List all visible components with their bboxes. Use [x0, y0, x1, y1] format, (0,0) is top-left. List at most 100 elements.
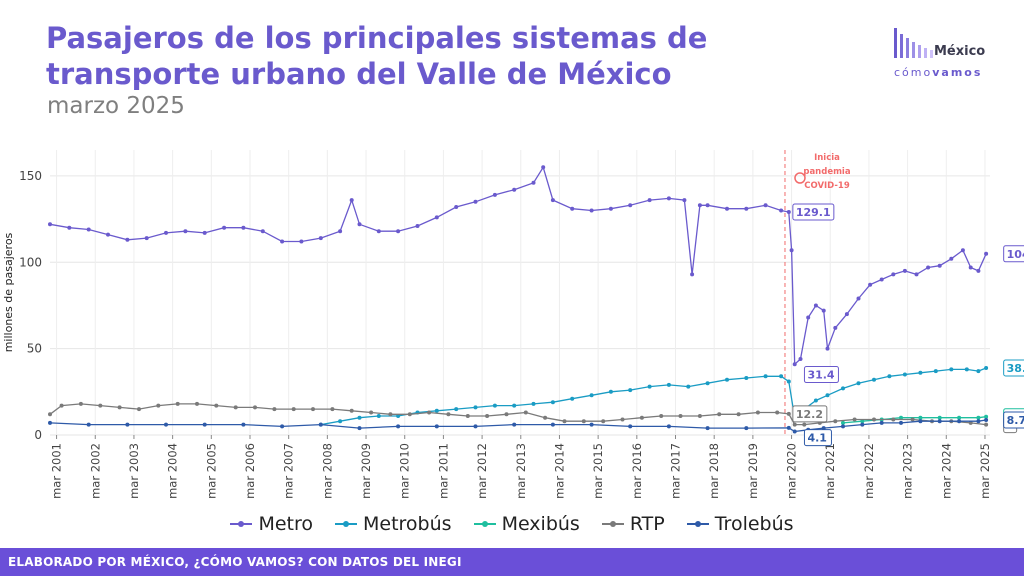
data-label-box	[1003, 359, 1024, 377]
data-label: 8.7	[1007, 414, 1024, 427]
line-chart: 0 50 100 150 mar 2001 mar 2002 mar 2003 mar 200…	[2, 150, 1024, 499]
data-point-trolebus	[396, 424, 401, 429]
data-point-metrobus	[705, 381, 710, 386]
data-point-trolebus	[589, 422, 594, 427]
data-point-metro	[48, 222, 52, 227]
x-tick-label: mar 2022	[862, 443, 876, 499]
data-point-rtp	[195, 401, 199, 406]
x-tick-label: mar 2013	[514, 443, 528, 499]
data-label: 129.1	[796, 206, 831, 219]
data-point-trolebus	[841, 424, 845, 429]
data-point-rtp	[388, 412, 393, 417]
data-point-trolebus	[666, 424, 671, 429]
data-point-trolebus	[705, 426, 710, 431]
data-point-metro	[280, 239, 285, 244]
data-point-metro	[357, 222, 362, 227]
y-axis-label: millones de pasajeros	[2, 232, 15, 352]
data-point-mexibus	[976, 415, 981, 420]
data-point-rtp	[639, 415, 644, 420]
data-point-mexibus	[984, 414, 989, 419]
data-point-metro	[744, 206, 749, 211]
data-point-metro	[844, 312, 849, 317]
data-point-metro	[338, 229, 343, 234]
data-point-rtp	[117, 405, 122, 410]
data-point-mexibus	[957, 415, 962, 420]
data-point-trolebus	[357, 426, 362, 431]
data-point-metro	[937, 263, 942, 268]
data-point-metrobus	[376, 414, 381, 418]
series-line-metro	[49, 165, 987, 366]
data-point-metro	[628, 203, 633, 208]
y-tick-label: 0	[34, 428, 42, 442]
data-point-rtp	[659, 414, 664, 418]
data-point-metro	[926, 265, 931, 270]
x-tick-label: mar 2020	[785, 443, 799, 499]
data-point-metro	[67, 225, 72, 230]
data-point-metrobus	[949, 367, 954, 372]
data-point-metro	[968, 265, 973, 270]
data-point-trolebus	[86, 422, 91, 427]
data-point-rtp	[504, 412, 509, 417]
data-point-metro	[415, 224, 420, 228]
data-label-box	[1003, 245, 1024, 263]
data-point-metro	[813, 303, 818, 308]
data-point-metro	[891, 272, 896, 277]
x-tick-label: mar 2001	[50, 443, 64, 499]
data-point-metro	[222, 225, 227, 230]
data-point-rtp	[156, 403, 161, 408]
x-tick-label: mar 2008	[320, 443, 334, 499]
logo-text-bottom: cómovamos	[894, 66, 983, 79]
data-label-box	[803, 429, 832, 447]
x-tick-label: mar 2016	[630, 443, 644, 499]
data-point-rtp	[543, 415, 548, 420]
data-point-metro	[949, 256, 954, 261]
data-point-rtp	[349, 408, 354, 413]
series-line-trolebus	[49, 419, 987, 433]
data-point-rtp	[59, 403, 64, 408]
data-label-box	[792, 405, 828, 423]
data-point-rtp	[253, 405, 257, 410]
data-point-metrobus	[786, 379, 791, 384]
data-point-rtp	[891, 417, 896, 422]
data-point-metrobus	[779, 374, 784, 379]
data-point-mexibus	[860, 419, 865, 424]
x-tick-label: mar 2017	[669, 443, 683, 499]
legend-label: Metrobús	[363, 513, 452, 535]
data-point-rtp	[910, 417, 915, 422]
data-point-trolebus	[241, 422, 246, 427]
data-point-metro	[697, 203, 702, 208]
data-point-rtp	[407, 412, 412, 417]
data-point-metro	[868, 282, 873, 287]
data-point-rtp	[755, 410, 760, 415]
x-tick-label: mar 2007	[282, 443, 296, 499]
data-point-metro	[183, 229, 188, 234]
data-point-trolebus	[744, 426, 749, 431]
x-tick-label: mar 2011	[436, 443, 450, 499]
data-point-metrobus	[531, 401, 536, 406]
data-point-mexibus	[937, 415, 942, 420]
data-point-rtp	[872, 417, 876, 422]
legend-item-trolebus: Trolebús	[686, 513, 794, 535]
y-tick-label: 100	[19, 255, 42, 269]
data-point-rtp	[562, 419, 567, 424]
data-point-rtp	[48, 412, 52, 417]
data-point-metro	[241, 225, 246, 230]
data-point-trolebus	[318, 422, 323, 427]
bars-logo-icon	[894, 28, 933, 58]
data-point-trolebus	[792, 429, 797, 434]
data-point-metro	[833, 325, 838, 330]
data-point-metro	[825, 346, 830, 351]
data-point-rtp	[697, 414, 702, 418]
data-point-rtp	[311, 407, 315, 412]
virus-icon	[794, 172, 806, 184]
legend-label: Trolebús	[714, 513, 794, 535]
data-point-metro	[821, 308, 826, 313]
data-point-metro	[570, 206, 575, 211]
data-point-rtp	[214, 403, 219, 408]
data-point-trolebus	[899, 420, 903, 425]
data-point-rtp	[485, 414, 490, 418]
data-point-metrobus	[725, 377, 729, 382]
data-point-metrobus	[589, 393, 594, 398]
data-point-rtp	[465, 414, 470, 418]
data-point-trolebus	[879, 420, 884, 425]
